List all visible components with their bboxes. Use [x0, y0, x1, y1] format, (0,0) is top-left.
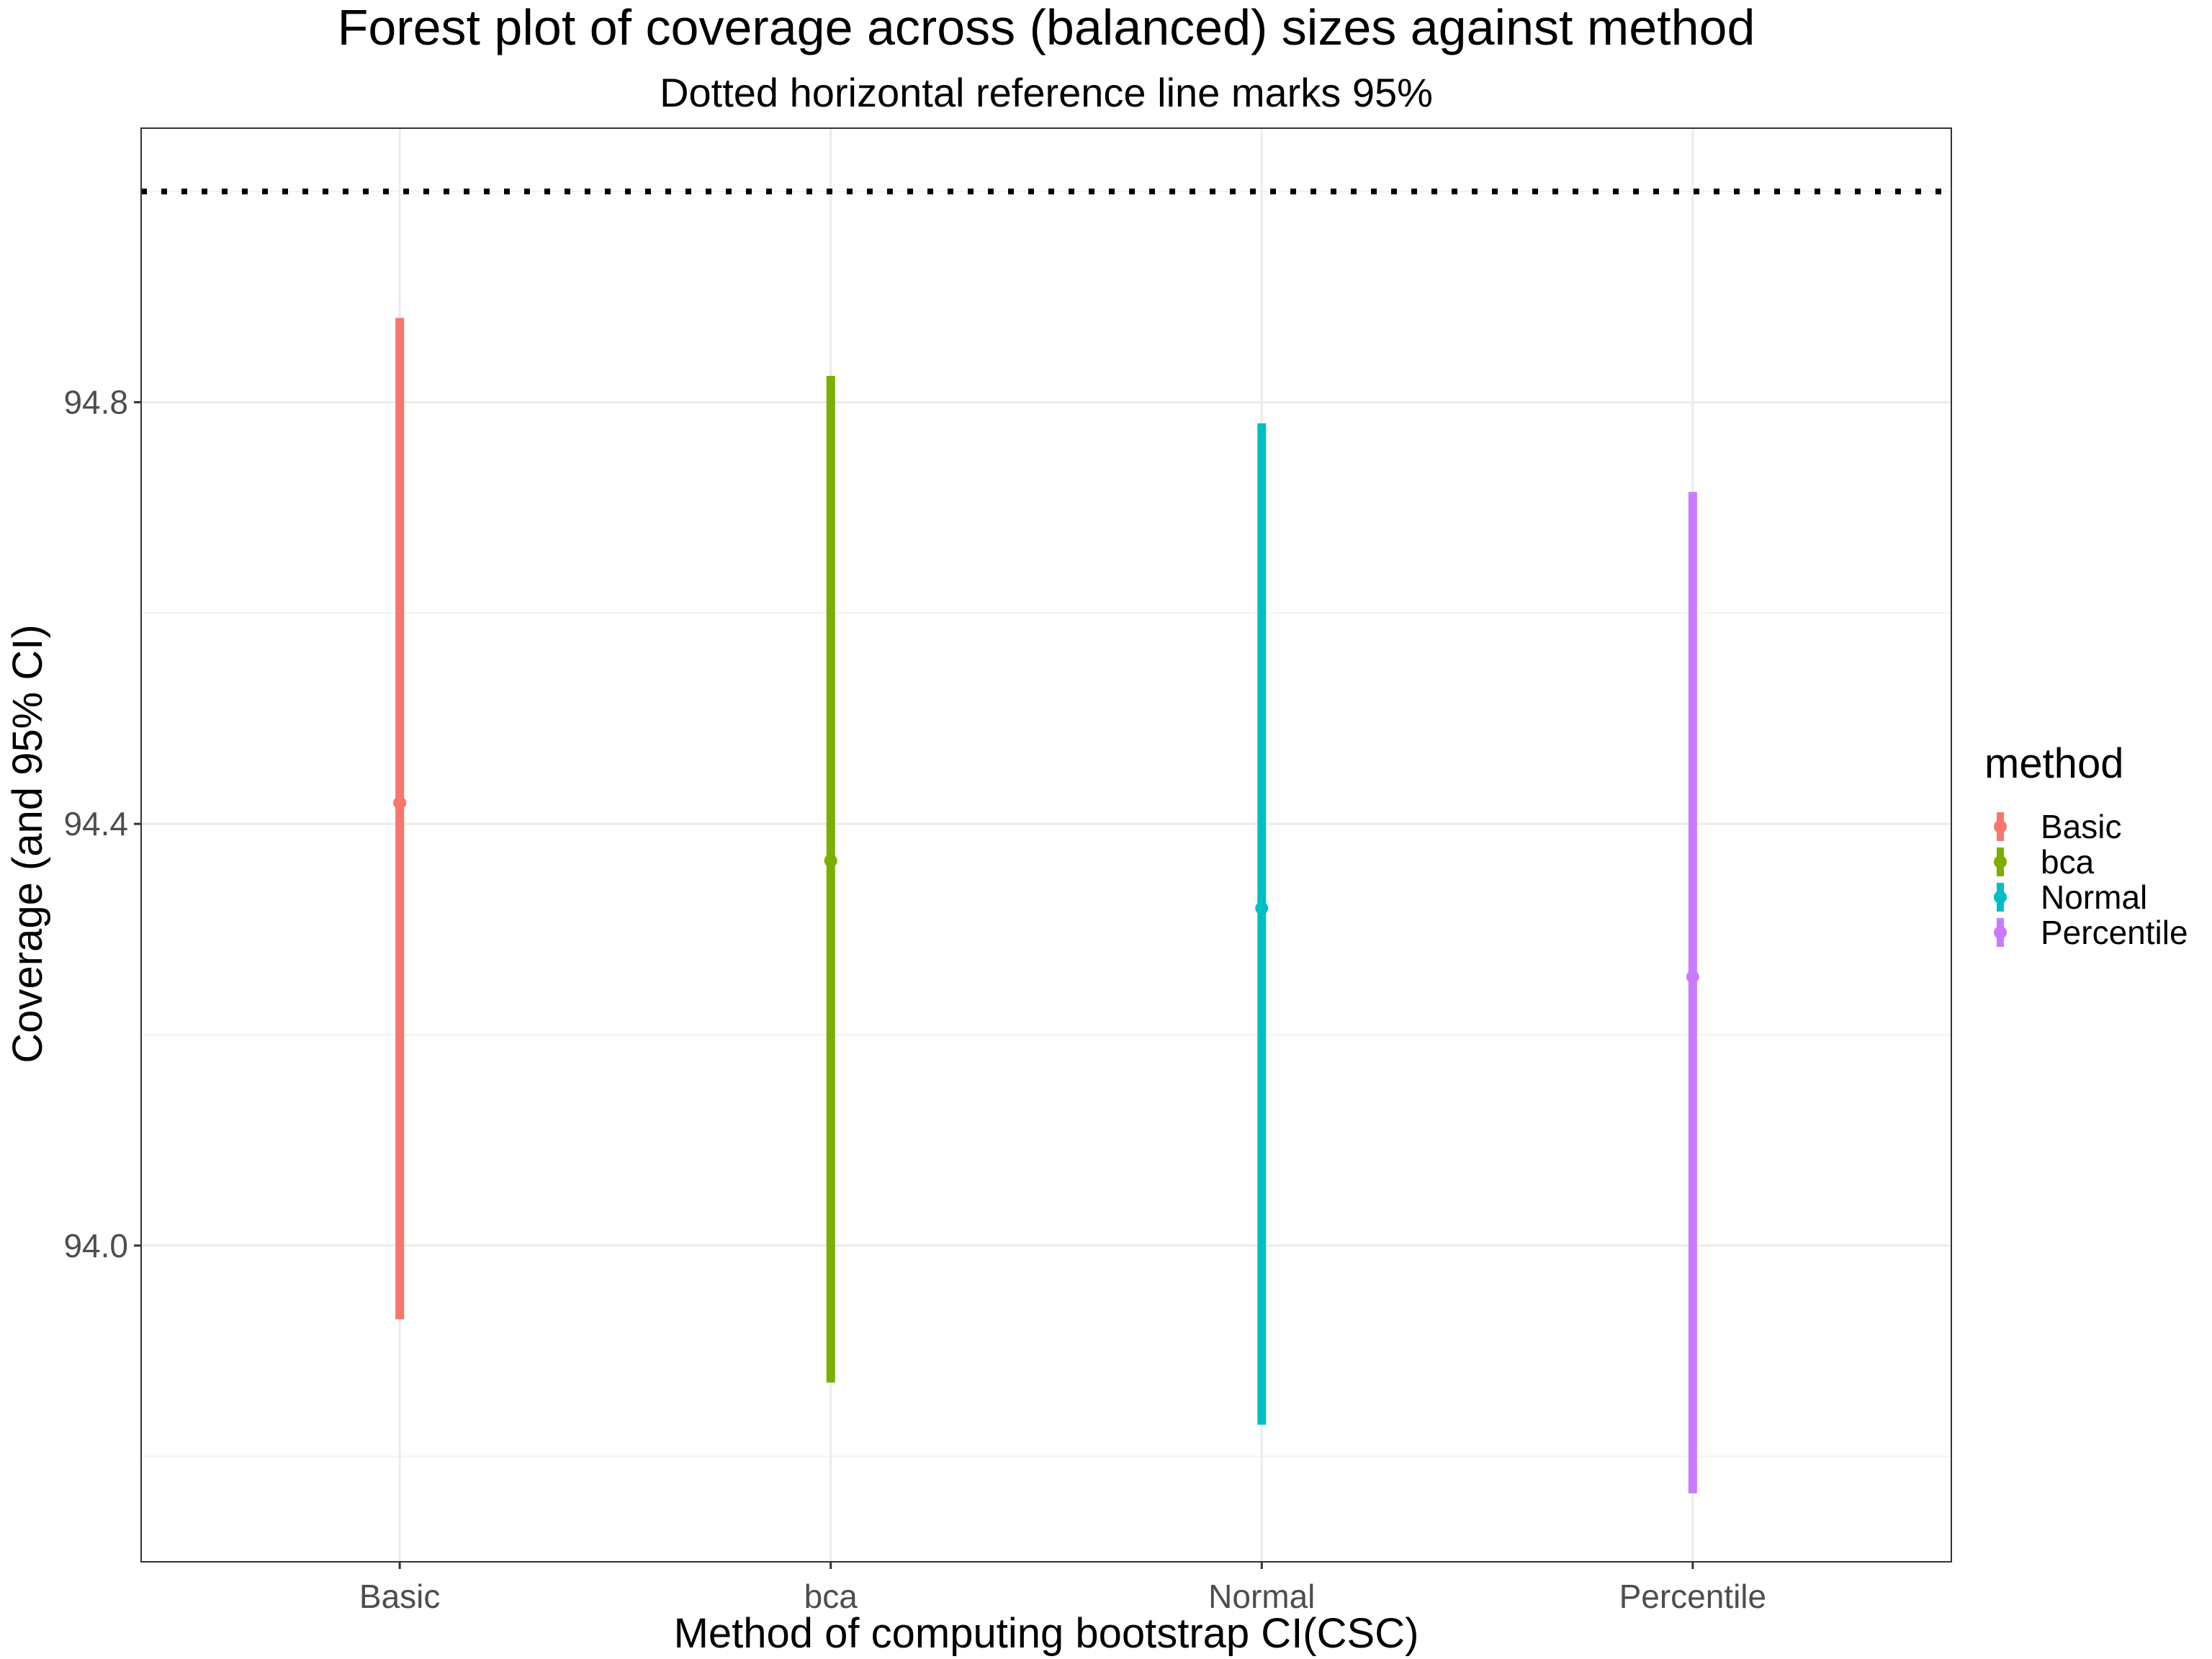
legend-label-basic: Basic	[2041, 808, 2121, 845]
legend-label-percentile: Percentile	[2041, 914, 2188, 951]
point-estimate-percentile	[1686, 970, 1699, 984]
point-estimate-normal	[1255, 902, 1269, 915]
legend-key-point-percentile	[1994, 926, 2007, 939]
chart-subtitle: Dotted horizontal reference line marks 9…	[660, 70, 1433, 115]
plot-panel-border	[140, 127, 1952, 1563]
y-axis: 94.0 94.4 94.8	[63, 384, 141, 1264]
y-tick-label: 94.8	[63, 384, 128, 421]
x-axis-label: Method of computing bootstrap CI(CSC)	[674, 1610, 1419, 1657]
x-tick-label: Basic	[359, 1578, 440, 1615]
legend-key-point-bca	[1994, 855, 2007, 868]
x-tick-label: Percentile	[1619, 1578, 1767, 1615]
x-axis: Basic bca Normal Percentile	[359, 1562, 1766, 1615]
y-axis-label: Coverage (and 95% CI)	[4, 624, 51, 1063]
legend-key-point-basic	[1994, 820, 2007, 833]
chart-title: Forest plot of coverage across (balanced…	[338, 0, 1755, 55]
legend-key-point-normal	[1994, 891, 2007, 904]
grid-minor	[141, 190, 1951, 1457]
x-tick-label: bca	[804, 1578, 858, 1615]
plot-panel	[141, 128, 1951, 1562]
y-tick-label: 94.0	[63, 1227, 128, 1264]
series-group	[393, 318, 1699, 1493]
point-estimate-bca	[824, 854, 837, 868]
legend-title: method	[1984, 740, 2123, 787]
point-estimate-basic	[393, 796, 407, 809]
x-tick-label: Normal	[1208, 1578, 1315, 1615]
legend-label-normal: Normal	[2041, 878, 2147, 916]
y-tick-label: 94.4	[63, 805, 128, 842]
legend-label-bca: bca	[2041, 843, 2095, 881]
